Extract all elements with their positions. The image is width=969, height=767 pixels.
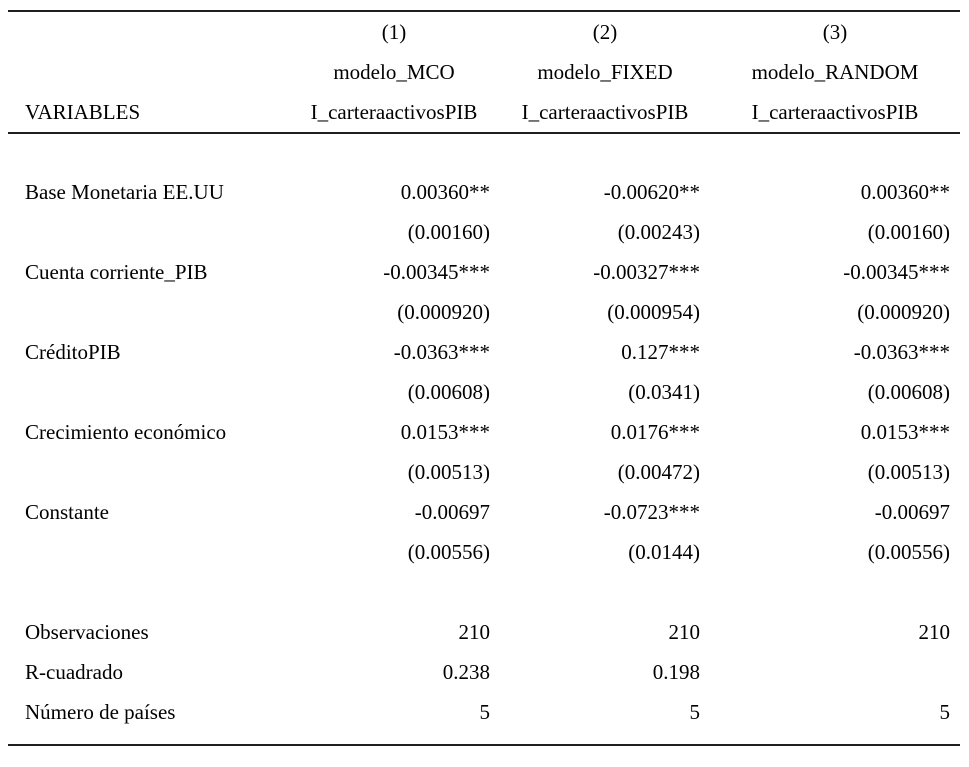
coef-cell: 0.0176***	[610, 420, 700, 444]
coef-cell: -0.00620**	[603, 180, 700, 204]
coef-cell: -0.00697	[414, 500, 490, 524]
coef-cell: -0.0363***	[853, 340, 950, 364]
variables-header: VARIABLES	[8, 92, 288, 134]
se-cell: (0.00513)	[407, 460, 490, 484]
spacer-row	[8, 732, 960, 745]
se-row-base-monetaria: (0.00160) (0.00243) (0.00160)	[8, 212, 960, 252]
coef-row-cuenta-corriente: Cuenta corriente_PIB -0.00345*** -0.0032…	[8, 252, 960, 292]
dependent-variable-row: VARIABLES I_carteraactivosPIB I_carteraa…	[8, 92, 960, 134]
regression-table: (1) (2) (3) modelo_MCO modelo_FIXED mode…	[8, 10, 960, 746]
model-number-3: (3)	[822, 20, 848, 44]
coef-cell: -0.00345***	[843, 260, 950, 284]
se-row-cuenta-corriente: (0.000920) (0.000954) (0.000920)	[8, 292, 960, 332]
stat-value: 0.238	[442, 660, 490, 684]
stat-label: Número de países	[25, 700, 176, 724]
stat-value: 5	[479, 700, 491, 724]
se-cell: (0.00160)	[867, 220, 950, 244]
coef-row-credito-pib: CréditoPIB -0.0363*** 0.127*** -0.0363**…	[8, 332, 960, 372]
stat-label: Observaciones	[25, 620, 149, 644]
model-name-fixed: modelo_FIXED	[537, 60, 673, 84]
dep-var-3: I_carteraactivosPIB	[710, 92, 960, 134]
se-cell: (0.000954)	[607, 300, 700, 324]
se-cell: (0.0341)	[628, 380, 700, 404]
se-cell: (0.00513)	[867, 460, 950, 484]
coef-cell: 0.0153***	[860, 420, 950, 444]
model-number-2: (2)	[592, 20, 618, 44]
model-number-row: (1) (2) (3)	[8, 11, 960, 52]
se-cell: (0.00472)	[617, 460, 700, 484]
se-row-constante: (0.00556) (0.0144) (0.00556)	[8, 532, 960, 572]
coef-cell: 0.00360**	[860, 180, 950, 204]
coef-cell: -0.0363***	[393, 340, 490, 364]
coef-cell: -0.00697	[874, 500, 950, 524]
stat-value	[710, 652, 960, 692]
variable-label: CréditoPIB	[25, 340, 121, 364]
coef-cell: -0.00345***	[383, 260, 490, 284]
stat-row-numero-paises: Número de países 5 5 5	[8, 692, 960, 732]
variable-label: Cuenta corriente_PIB	[25, 260, 208, 284]
se-row-credito-pib: (0.00608) (0.0341) (0.00608)	[8, 372, 960, 412]
se-cell: (0.00608)	[867, 380, 950, 404]
stat-row-observaciones: Observaciones 210 210 210	[8, 612, 960, 652]
coef-cell: 0.00360**	[400, 180, 490, 204]
stat-row-r-cuadrado: R-cuadrado 0.238 0.198	[8, 652, 960, 692]
spacer-row	[8, 133, 960, 172]
dep-var-1: I_carteraactivosPIB	[288, 92, 500, 134]
dep-var-2: I_carteraactivosPIB	[500, 92, 710, 134]
coef-cell: 0.0153***	[400, 420, 490, 444]
stat-value: 0.198	[652, 660, 700, 684]
se-cell: (0.0144)	[628, 540, 700, 564]
coef-cell: -0.0723***	[603, 500, 700, 524]
model-number-1: (1)	[381, 20, 407, 44]
se-cell: (0.000920)	[857, 300, 950, 324]
model-name-random: modelo_RANDOM	[751, 60, 919, 84]
stat-value: 210	[458, 620, 491, 644]
stat-value: 210	[668, 620, 701, 644]
se-cell: (0.00556)	[407, 540, 490, 564]
regression-table-page: (1) (2) (3) modelo_MCO modelo_FIXED mode…	[0, 10, 969, 767]
empty-header-cell	[8, 52, 288, 92]
se-cell: (0.00556)	[867, 540, 950, 564]
coef-row-crecimiento: Crecimiento económico 0.0153*** 0.0176**…	[8, 412, 960, 452]
se-cell: (0.00160)	[407, 220, 490, 244]
stat-value: 5	[689, 700, 701, 724]
model-name-mco: modelo_MCO	[333, 60, 455, 84]
coef-row-constante: Constante -0.00697 -0.0723*** -0.00697	[8, 492, 960, 532]
spacer-row	[8, 572, 960, 612]
se-row-crecimiento: (0.00513) (0.00472) (0.00513)	[8, 452, 960, 492]
variable-label: Base Monetaria EE.UU	[25, 180, 224, 204]
variable-label: Constante	[25, 500, 109, 524]
model-name-row: modelo_MCO modelo_FIXED modelo_RANDOM	[8, 52, 960, 92]
se-cell: (0.00608)	[407, 380, 490, 404]
coef-cell: -0.00327***	[593, 260, 700, 284]
stat-value: 210	[918, 620, 951, 644]
variable-label: Crecimiento económico	[25, 420, 227, 444]
se-cell: (0.00243)	[617, 220, 700, 244]
coef-row-base-monetaria: Base Monetaria EE.UU 0.00360** -0.00620*…	[8, 172, 960, 212]
se-cell: (0.000920)	[397, 300, 490, 324]
stat-label: R-cuadrado	[25, 660, 123, 684]
coef-cell: 0.127***	[621, 340, 700, 364]
stat-value: 5	[939, 700, 951, 724]
empty-header-cell	[8, 11, 288, 52]
